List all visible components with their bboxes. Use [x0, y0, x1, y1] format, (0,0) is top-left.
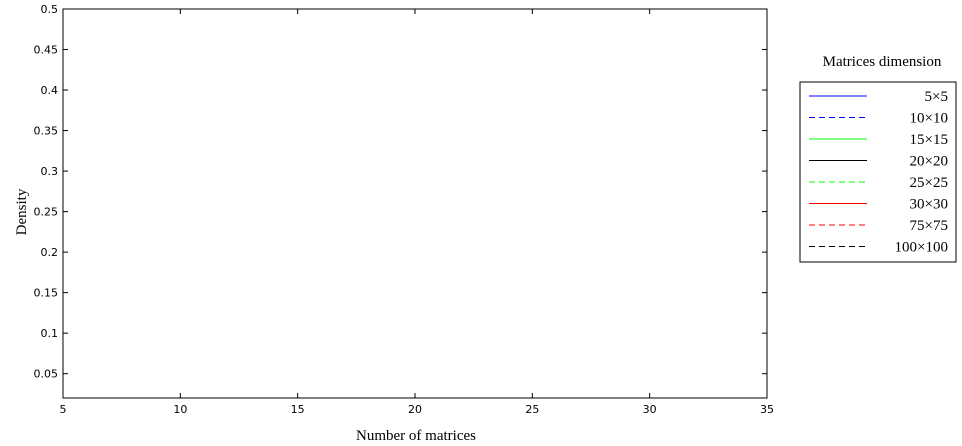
- legend-box: [799, 81, 957, 263]
- y-tick-label: 0.2: [41, 246, 59, 259]
- y-tick-label: 0.25: [34, 206, 59, 219]
- y-tick-label: 0.4: [41, 84, 59, 97]
- legend-label: 10×10: [910, 111, 948, 127]
- y-tick-label: 0.3: [41, 165, 59, 178]
- legend-label: 75×75: [910, 218, 948, 234]
- legend: Matrices dimension 5×5 10×10 15×15 20×20 25×2…: [799, 54, 957, 263]
- y-tick-label: 0.45: [34, 44, 59, 57]
- y-tick-label: 0.35: [34, 125, 59, 138]
- legend-title: Matrices dimension: [823, 54, 942, 70]
- y-tick-label: 0.05: [34, 368, 59, 381]
- x-tick-label: 15: [291, 403, 305, 416]
- legend-label: 15×15: [910, 132, 948, 148]
- legend-label: 100×100: [895, 240, 948, 256]
- legend-label: 25×25: [910, 175, 948, 191]
- x-tick-label: 10: [173, 403, 187, 416]
- y-tick-label: 0.15: [34, 287, 59, 300]
- y-tick-label: 0.1: [41, 327, 59, 340]
- x-axis-title: Number of matrices: [356, 428, 476, 444]
- x-tick-label: 30: [643, 403, 657, 416]
- x-tick-label: 25: [525, 403, 539, 416]
- x-tick-label: 20: [408, 403, 422, 416]
- plot-frame: [62, 8, 768, 399]
- y-tick-label: 0.5: [41, 3, 59, 16]
- x-tick-label: 5: [60, 403, 67, 416]
- y-axis-title: Density: [14, 188, 30, 235]
- axes: 5 10 15 20 25 30 35 0.05 0.1 0.15 0.2 0.25 0.3 0.35 0.…: [34, 3, 775, 416]
- x-tick-label: 35: [760, 403, 774, 416]
- legend-label: 20×20: [910, 154, 948, 170]
- legend-label: 30×30: [910, 197, 948, 213]
- legend-label: 5×5: [925, 89, 948, 105]
